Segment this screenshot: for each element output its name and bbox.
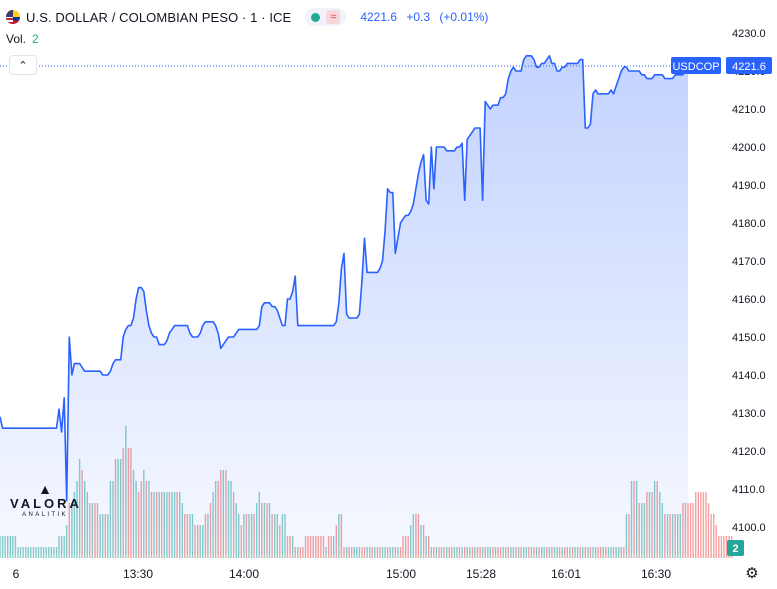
volume-badge-label: 2	[732, 543, 738, 555]
price-tick-label: 4180.0	[732, 218, 766, 230]
time-tick-label: 14:00	[229, 567, 259, 581]
watermark-subtitle: ANALITIK	[22, 512, 68, 518]
quote-values: 4221.6 +0.3 (+0.01%)	[360, 10, 494, 24]
watermark-name: VALORA	[10, 496, 82, 511]
time-tick-label: 15:00	[386, 567, 416, 581]
chart-legend: U.S. DOLLAR / COLOMBIAN PESO · 1 · ICE ≈…	[6, 7, 494, 27]
volume-bar	[689, 503, 692, 558]
price-tick-label: 4170.0	[732, 256, 766, 268]
price-change: +0.3	[406, 10, 431, 24]
collapse-legend-button[interactable]: ⌃	[9, 55, 37, 75]
symbol-title[interactable]: U.S. DOLLAR / COLOMBIAN PESO · 1 · ICE	[26, 9, 292, 25]
time-tick-label: 16:30	[641, 567, 671, 581]
volume-bar	[713, 514, 715, 558]
volume-badge	[727, 540, 744, 556]
price-tick-label: 4200.0	[732, 142, 766, 154]
last-price-badge	[726, 57, 772, 74]
symbol-badge-label: USDCOP	[672, 61, 719, 73]
last-price-badge-label: 4221.6	[732, 61, 766, 73]
volume-bar	[700, 492, 702, 558]
valora-watermark: ▲ VALORA ANALITIK	[10, 482, 80, 519]
volume-bar	[692, 503, 694, 558]
price-area-fill	[0, 55, 688, 554]
price-axis[interactable]: 4230.04220.04210.04200.04190.04180.04170…	[732, 28, 766, 534]
volume-bar	[687, 503, 689, 558]
price-tick-label: 4160.0	[732, 294, 766, 306]
last-price: 4221.6	[360, 10, 398, 24]
chevron-up-icon: ⌃	[18, 59, 28, 72]
volume-bar	[705, 492, 707, 558]
market-open-icon	[311, 12, 321, 22]
price-tick-label: 4110.0	[732, 484, 765, 496]
time-tick-label: 13:30	[123, 567, 153, 581]
volume-legend: Vol. 2	[6, 32, 39, 46]
price-tick-label: 4100.0	[732, 522, 766, 534]
volume-bar	[702, 492, 705, 558]
volume-bar	[725, 536, 728, 558]
volume-bar	[720, 536, 723, 558]
volume-bar	[697, 492, 700, 558]
price-tick-label: 4120.0	[732, 446, 766, 458]
volume-value: 2	[32, 32, 39, 46]
volume-bar	[723, 536, 725, 558]
price-tick-label: 4190.0	[732, 180, 766, 192]
status-pill[interactable]: ≈	[305, 8, 347, 26]
time-axis[interactable]: 6 13:30 14:00 15:00 15:28 16:01 16:30	[13, 567, 672, 581]
volume-bar	[715, 525, 717, 558]
chart-settings-gear-icon[interactable]: ⚙	[745, 565, 759, 582]
price-tick-label: 4210.0	[732, 104, 766, 116]
usd-cop-flag-icon	[6, 10, 20, 24]
time-tick-label: 16:01	[551, 567, 581, 581]
price-change-percent: (+0.01%)	[439, 10, 489, 24]
delayed-data-icon: ≈	[326, 10, 341, 24]
volume-bar	[695, 492, 697, 558]
price-line	[0, 55, 688, 502]
volume-bar	[718, 536, 720, 558]
valora-logo-icon: ▲	[38, 481, 52, 497]
price-tick-label: 4230.0	[732, 28, 766, 40]
symbol-badge	[671, 57, 721, 74]
time-tick-label: 15:28	[466, 567, 496, 581]
volume-label: Vol.	[6, 32, 27, 46]
volume-bar	[707, 503, 710, 558]
price-tick-label: 4150.0	[732, 332, 766, 344]
price-tick-label: 4130.0	[732, 408, 766, 420]
price-tick-label: 4140.0	[732, 370, 766, 382]
volume-bar	[710, 514, 712, 558]
time-tick-label: 6	[13, 567, 20, 581]
